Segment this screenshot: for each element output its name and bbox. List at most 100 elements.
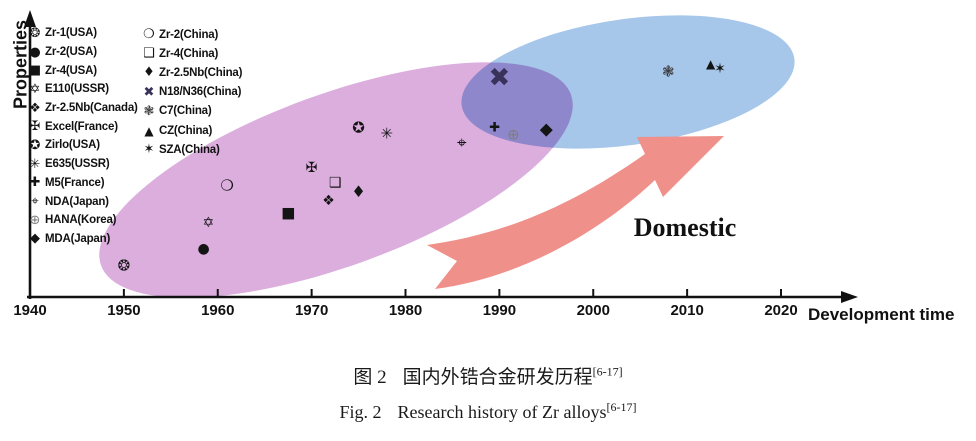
marker-cz-china-: ▲ — [705, 56, 716, 71]
legend-label: E110(USSR) — [45, 83, 109, 96]
marker-zr-2-5nb-canada-: ❖ — [322, 193, 335, 210]
legend-item-zr-2-usa-: ● Zr-2(USA) — [27, 43, 138, 62]
legend-item-cz-china-: ▲ CZ(China) — [141, 121, 242, 140]
legend-label: HANA(Korea) — [45, 214, 117, 227]
legend-foreign: ❂ Zr-1(USA) ● Zr-2(USA) ■ Zr-4(USA) ✡ E110(USSR… — [27, 24, 138, 248]
legend-label: SZA(China) — [159, 143, 220, 156]
marker-sza-china-: ✶ — [714, 61, 726, 78]
legend-item-nda-japan-: ⌖ NDA(Japan) — [27, 192, 138, 211]
legend-label: N18/N36(China) — [159, 86, 242, 99]
legend-symbol-icon: ✡ — [29, 81, 41, 97]
axes — [27, 23, 845, 299]
legend-symbol-icon: ● — [29, 44, 41, 60]
x-axis-arrowhead — [841, 291, 858, 303]
legend-item-c7-china-: ❃ C7(China) — [141, 102, 242, 121]
legend-symbol-icon: ◆ — [30, 231, 40, 247]
chart-area: ❂ ● ■ ✡ ❖ ✠ ✪ ✳ ✚ ⌖ ⊕ ◆ ❍ ❑ ♦ ✖ ❃ ▲ ✶ ❂ Zr-1(USA) ● Zr-2(USA)… — [10, 0, 955, 347]
legend-item-zr-2-5nb-canada-: ❖ Zr-2.5Nb(Canada) — [27, 99, 138, 118]
marker-zr-4-china-: ❑ — [328, 175, 342, 192]
x-tick-label-1970: 1970 — [294, 302, 329, 319]
caption-english-text: Research history of Zr alloys — [397, 402, 607, 422]
legend-symbol-icon: ✖ — [143, 84, 155, 100]
caption-chinese-text: 国内外锆合金研发历程 — [402, 367, 593, 388]
legend-symbol-icon: ■ — [28, 63, 42, 79]
legend-item-sza-china-: ✶ SZA(China) — [141, 140, 242, 159]
marker-zr-4-usa-: ■ — [281, 203, 296, 222]
marker-zirlo-usa-: ✪ — [352, 118, 365, 137]
legend-symbol-icon: ❑ — [143, 46, 155, 62]
marker-zr-2-china-: ❍ — [220, 176, 234, 195]
legend-label: M5(France) — [45, 176, 105, 189]
marker-m5-france-: ✚ — [489, 120, 501, 136]
y-axis-label: Properties — [10, 19, 31, 110]
legend-label: E635(USSR) — [45, 158, 110, 171]
x-tick-label-1950: 1950 — [107, 302, 141, 319]
legend-item-n18-n36-china-: ✖ N18/N36(China) — [141, 83, 242, 102]
legend-label: Zr-2(China) — [159, 28, 219, 41]
legend-symbol-icon: ✠ — [29, 119, 41, 135]
x-tick-label-1990: 1990 — [482, 302, 517, 319]
marker-nda-japan-: ⌖ — [457, 133, 467, 154]
legend-label: NDA(Japan) — [45, 195, 109, 208]
marker-c7-china-: ❃ — [662, 62, 675, 81]
marker-zr-1-usa-: ❂ — [117, 256, 131, 275]
legend-symbol-icon: ✪ — [29, 137, 41, 153]
caption-chinese-number: 图 2 — [353, 367, 387, 388]
legend-symbol-icon: ▲ — [144, 123, 154, 138]
legend-symbol-icon: ♦ — [143, 65, 155, 81]
legend-label: CZ(China) — [159, 124, 213, 137]
legend-label: Zr-4(USA) — [45, 64, 97, 77]
legend-symbol-icon: ❍ — [143, 27, 155, 43]
x-tick-label-1980: 1980 — [388, 302, 423, 319]
legend-label: Excel(France) — [45, 120, 118, 133]
marker-zr-2-5nb-china-: ♦ — [351, 181, 366, 201]
legend-item-zr-4-usa-: ■ Zr-4(USA) — [27, 61, 138, 80]
marker-e110-ussr-: ✡ — [202, 214, 215, 231]
marker-zr-2-usa-: ● — [197, 241, 210, 258]
legend-item-zr-4-china-: ❑ Zr-4(China) — [141, 44, 242, 63]
legend-symbol-icon: ❖ — [29, 100, 41, 116]
legend-label: Zirlo(USA) — [45, 139, 100, 152]
legend-symbol-icon: ❂ — [29, 25, 41, 41]
legend-label: Zr-2.5Nb(China) — [159, 66, 243, 79]
x-tick-label-1960: 1960 — [201, 302, 235, 319]
caption-english-number: Fig. 2 — [339, 402, 382, 422]
legend-item-e110-ussr-: ✡ E110(USSR) — [27, 80, 138, 99]
legend-label: Zr-2.5Nb(Canada) — [45, 102, 138, 115]
legend-symbol-icon: ❃ — [143, 103, 155, 119]
x-tick-label-2020: 2020 — [764, 302, 798, 319]
legend-item-zr-2-china-: ❍ Zr-2(China) — [141, 25, 242, 44]
legend-label: C7(China) — [159, 105, 212, 118]
y-axis-arrowhead — [24, 10, 36, 27]
x-tick-label-1940: 1940 — [13, 302, 47, 319]
legend-label: MDA(Japan) — [45, 232, 111, 245]
marker-excel-france-: ✠ — [305, 159, 318, 176]
x-axis-label: Development time — [808, 305, 955, 324]
marker-hana-korea-: ⊕ — [507, 125, 520, 144]
caption-english-ref: [6-17] — [606, 400, 637, 414]
legend-item-hana-korea-: ⊕ HANA(Korea) — [27, 211, 138, 230]
caption-chinese-ref: [6-17] — [592, 364, 623, 379]
domestic-trend-arrow — [427, 136, 724, 289]
legend-item-m5-france-: ✚ M5(France) — [27, 174, 138, 193]
legend-item-zirlo-usa-: ✪ Zirlo(USA) — [27, 136, 138, 155]
legend-item-e635-ussr-: ✳ E635(USSR) — [27, 155, 138, 174]
legend-label: Zr-2(USA) — [45, 46, 97, 59]
x-tick-label-2010: 2010 — [670, 302, 704, 319]
domestic-annotation: Domestic — [633, 213, 737, 242]
legend-china: ❍ Zr-2(China) ❑ Zr-4(China) ♦ Zr-2.5Nb(China)… — [141, 25, 242, 159]
legend-label: Zr-1(USA) — [45, 27, 97, 40]
caption-chinese: 图 2 国内外锆合金研发历程[6-17] — [0, 362, 976, 389]
legend-item-zr-1-usa-: ❂ Zr-1(USA) — [27, 24, 138, 43]
x-axis-ticks — [122, 289, 782, 297]
legend-symbol-icon: ✶ — [143, 142, 155, 158]
legend-item-mda-japan-: ◆ MDA(Japan) — [27, 230, 138, 249]
marker-n18-n36-china-: ✖ — [488, 62, 511, 93]
legend-item-excel-france-: ✠ Excel(France) — [27, 117, 138, 136]
marker-mda-japan-: ◆ — [539, 119, 553, 140]
marker-e635-ussr-: ✳ — [380, 124, 394, 143]
markers-layer: ❂ ● ■ ✡ ❖ ✠ ✪ ✳ ✚ ⌖ ⊕ ◆ ❍ ❑ ♦ ✖ ❃ ▲ ✶ — [117, 56, 726, 275]
legend-symbol-icon: ⌖ — [31, 194, 39, 210]
legend-symbol-icon: ✳ — [29, 156, 41, 172]
